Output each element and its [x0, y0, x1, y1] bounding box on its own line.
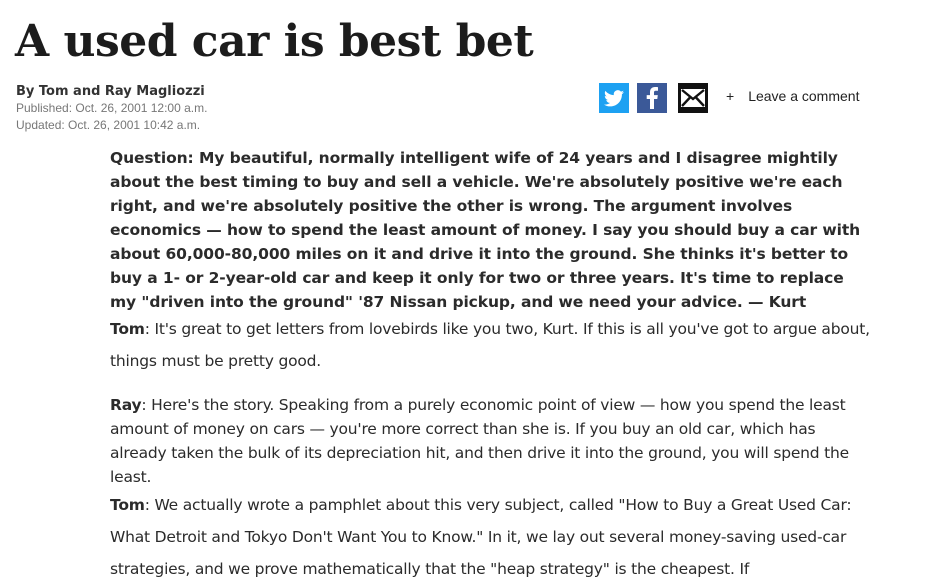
plus-icon: + [726, 88, 735, 104]
reader-question: Question: My beautiful, normally intelli… [110, 149, 861, 311]
paragraph-text: : We actually wrote a pamphlet about thi… [110, 496, 852, 578]
paragraph-text: : It's great to get letters from lovebir… [110, 320, 870, 370]
leave-comment-label: Leave a comment [748, 88, 860, 104]
speaker-name: Tom [110, 496, 145, 514]
published-date: Published: Oct. 26, 2001 12:00 a.m. [16, 101, 208, 115]
paragraph-text: : Here's the story. Speaking from a pure… [110, 396, 849, 486]
leave-comment-link[interactable]: + Leave a comment [726, 88, 859, 104]
byline: By Tom and Ray Magliozzi [16, 84, 205, 99]
speaker-name: Ray [110, 396, 142, 414]
twitter-share-button[interactable] [599, 83, 629, 113]
answer-paragraph: Tom: It's great to get letters from love… [110, 313, 870, 377]
facebook-icon [646, 87, 658, 109]
email-icon [681, 89, 705, 107]
article-headline: A used car is best bet [15, 16, 534, 67]
answer-paragraph: Ray: Here's the story. Speaking from a p… [110, 393, 870, 489]
twitter-icon [604, 89, 624, 106]
article-body: Question: My beautiful, normally intelli… [110, 146, 870, 585]
updated-date: Updated: Oct. 26, 2001 10:42 a.m. [16, 118, 201, 132]
email-share-button[interactable] [678, 83, 708, 113]
speaker-name: Tom [110, 320, 145, 338]
facebook-share-button[interactable] [637, 83, 667, 113]
answer-paragraph: Tom: We actually wrote a pamphlet about … [110, 489, 870, 585]
